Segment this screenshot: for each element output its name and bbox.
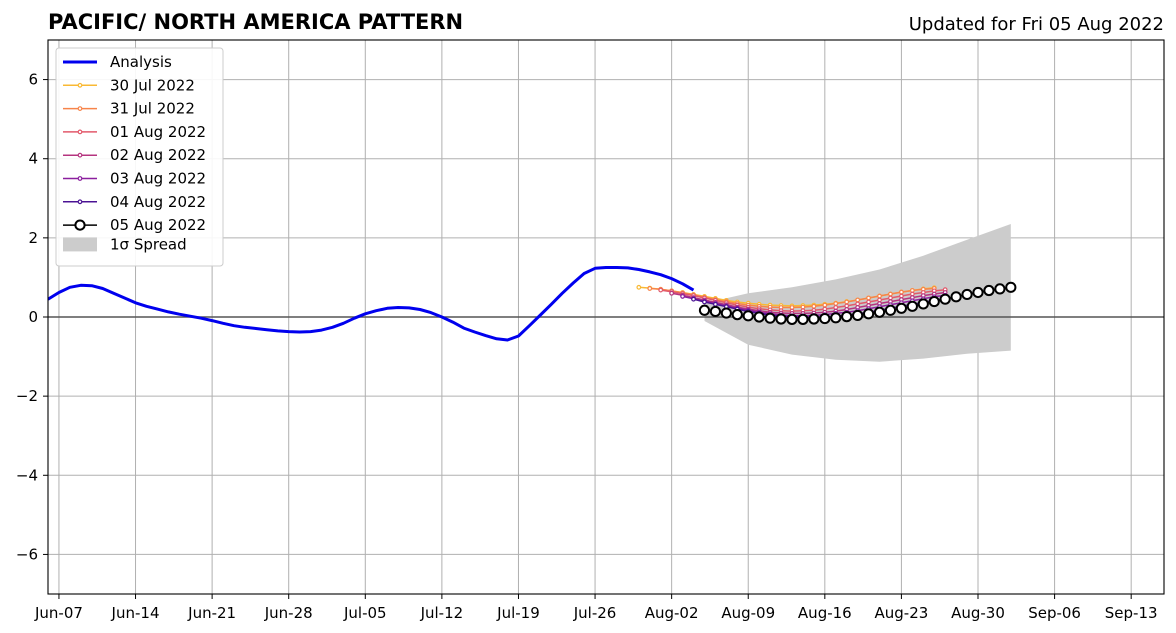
forecast-point <box>884 304 897 316</box>
legend-swatch-spread <box>63 237 97 252</box>
x-tick-label: Aug-02 <box>645 604 699 622</box>
forecast-point <box>753 311 765 323</box>
y-tick-label: 0 <box>28 308 38 326</box>
forecast-point <box>680 294 685 299</box>
forecast-point <box>742 310 754 322</box>
forecast-point <box>647 286 653 291</box>
forecast-point <box>786 313 798 325</box>
forecast-point <box>877 293 882 299</box>
legend-swatch-marker <box>74 219 86 231</box>
forecast-point <box>917 298 929 310</box>
legend-swatch-marker <box>77 199 83 205</box>
forecast-point <box>994 283 1006 295</box>
forecast-point <box>895 302 908 314</box>
forecast-point <box>731 309 743 321</box>
forecast-point <box>713 301 718 307</box>
y-tick-label: 2 <box>28 229 38 247</box>
legend-swatch-marker <box>77 82 83 88</box>
forecast-point <box>658 287 664 293</box>
forecast-point <box>702 299 707 305</box>
forecast-point <box>841 311 853 323</box>
forecast-point <box>819 312 831 325</box>
legend-label: 31 Jul 2022 <box>110 100 195 118</box>
forecast-point <box>939 293 951 305</box>
forecast-point <box>808 313 820 325</box>
forecast-point <box>698 304 711 316</box>
x-tick-label: Jun-28 <box>264 604 313 622</box>
forecast-point <box>1005 281 1017 293</box>
legend-label: 01 Aug 2022 <box>110 123 206 141</box>
y-tick-label: −2 <box>16 387 38 405</box>
y-tick-label: −4 <box>16 466 38 484</box>
x-tick-label: Aug-30 <box>951 604 1005 622</box>
x-tick-label: Jul-12 <box>420 604 464 622</box>
forecast-point <box>833 301 839 306</box>
forecast-point <box>822 302 828 308</box>
y-tick-label: −6 <box>16 545 38 563</box>
x-tick-label: Aug-09 <box>721 604 775 622</box>
forecast-point <box>855 297 861 303</box>
legend-label: 30 Jul 2022 <box>110 76 195 94</box>
legend-swatch-marker <box>77 152 83 158</box>
legend-swatch-marker <box>77 129 83 135</box>
forecast-point <box>720 307 732 319</box>
forecast-point <box>797 313 809 325</box>
chart-title: PACIFIC/ NORTH AMERICA PATTERN <box>48 10 463 34</box>
legend-label: Analysis <box>110 53 172 71</box>
legend-label: 02 Aug 2022 <box>110 146 206 164</box>
x-tick-label: Sep-13 <box>1105 604 1158 622</box>
forecast-point <box>972 286 984 299</box>
legend-label: 05 Aug 2022 <box>110 216 206 234</box>
forecast-point <box>906 300 918 312</box>
x-tick-label: Sep-06 <box>1028 604 1081 622</box>
y-tick-label: 4 <box>28 150 38 168</box>
forecast-series <box>698 281 1017 325</box>
x-tick-label: Aug-23 <box>875 604 929 622</box>
legend-swatch-marker <box>77 176 83 181</box>
forecast-point <box>830 312 842 324</box>
x-tick-label: Jul-19 <box>496 604 540 622</box>
forecast-point <box>691 296 696 302</box>
chart-subtitle: Updated for Fri 05 Aug 2022 <box>909 14 1164 35</box>
x-tick-label: Jun-07 <box>34 604 83 622</box>
legend-box <box>55 47 224 267</box>
forecast-point <box>961 288 973 301</box>
forecast-point <box>862 308 875 320</box>
forecast-point <box>866 295 871 301</box>
forecast-point <box>811 303 817 309</box>
x-tick-label: Jun-21 <box>187 604 236 622</box>
x-tick-label: Jul-26 <box>573 604 617 622</box>
forecast-point <box>636 284 642 290</box>
forecast-point <box>764 312 776 324</box>
legend-label: 1σ Spread <box>110 235 187 253</box>
legend-swatch-marker <box>77 106 83 111</box>
x-tick-label: Jul-05 <box>343 604 387 622</box>
forecast-point <box>873 306 886 318</box>
x-tick-label: Jun-14 <box>111 604 160 622</box>
plot-area: Jun-07 Jun-14 Jun-21 Jun-28 Jul-05 Jul-12 Jul-… <box>16 39 1165 622</box>
forecast-point <box>888 291 893 297</box>
forecast-point <box>844 299 850 305</box>
legend: Analysis 30 Jul 2022 31 Jul 2022 01 Aug 202… <box>55 47 224 267</box>
forecast-point <box>852 309 864 322</box>
y-tick-label: 6 <box>28 71 38 89</box>
forecast-point <box>928 295 940 308</box>
analysis-line <box>48 266 695 342</box>
spread-band <box>704 224 1011 362</box>
x-tick-label: Aug-16 <box>798 604 852 622</box>
legend-label: 03 Aug 2022 <box>110 170 206 188</box>
forecast-point <box>899 289 904 295</box>
forecast-point <box>950 291 962 303</box>
forecast-point <box>709 305 722 318</box>
forecast-point <box>669 290 675 296</box>
legend-label: 04 Aug 2022 <box>110 193 206 211</box>
forecast-point <box>775 313 787 325</box>
forecast-point <box>983 284 995 297</box>
